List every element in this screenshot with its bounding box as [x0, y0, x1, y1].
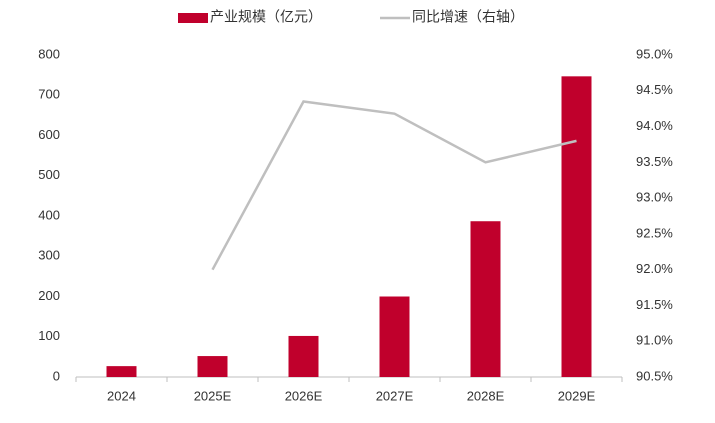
y-tick-label: 400: [38, 207, 60, 222]
x-tick-label: 2024: [107, 388, 136, 403]
x-tick-label: 2026E: [285, 388, 323, 403]
y2-tick-label: 92.0%: [636, 261, 673, 276]
bar: [197, 356, 228, 377]
y-tick-label: 200: [38, 288, 60, 303]
y2-tick-label: 90.5%: [636, 368, 673, 383]
y-tick-label: 100: [38, 328, 60, 343]
x-tick-label: 2028E: [467, 388, 505, 403]
y-tick-label: 300: [38, 248, 60, 263]
y2-tick-label: 91.5%: [636, 297, 673, 312]
x-tick-label: 2025E: [194, 388, 232, 403]
bar: [288, 335, 319, 377]
y2-tick-label: 92.5%: [636, 225, 673, 240]
bar: [470, 221, 501, 377]
y-tick-label: 700: [38, 87, 60, 102]
y2-tick-label: 91.0%: [636, 333, 673, 348]
line: [211, 100, 577, 271]
bar: [379, 296, 410, 377]
y2-tick-label: 93.5%: [636, 154, 673, 169]
y2-tick-label: 95.0%: [636, 46, 673, 61]
y-tick-label: 0: [53, 368, 60, 383]
x-tick-label: 2029E: [558, 388, 596, 403]
bar: [106, 366, 137, 377]
y2-tick-label: 94.0%: [636, 118, 673, 133]
y-tick-label: 600: [38, 127, 60, 142]
y2-tick-label: 94.5%: [636, 82, 673, 97]
y-tick-label: 500: [38, 167, 60, 182]
legend-label: 同比增速（右轴）: [412, 9, 524, 25]
legend-swatch: [178, 13, 208, 23]
bar: [561, 76, 592, 378]
legend-label: 产业规模（亿元）: [210, 9, 322, 25]
y-tick-label: 800: [38, 46, 60, 61]
y2-tick-label: 93.0%: [636, 190, 673, 205]
x-tick-label: 2027E: [376, 388, 414, 403]
